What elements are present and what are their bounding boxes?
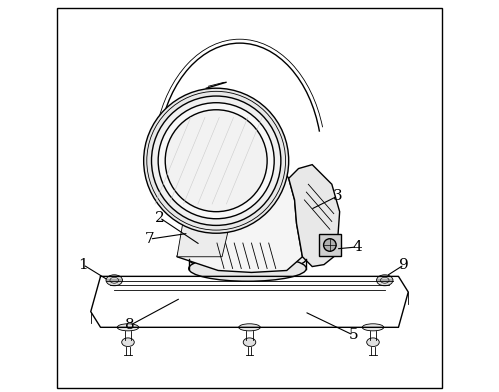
Text: 4: 4 xyxy=(352,240,362,254)
Text: 8: 8 xyxy=(125,318,135,332)
Ellipse shape xyxy=(362,324,384,331)
Text: 3: 3 xyxy=(333,189,342,203)
Polygon shape xyxy=(177,172,230,257)
Text: 2: 2 xyxy=(155,211,164,225)
Circle shape xyxy=(165,110,267,212)
Bar xyxy=(220,184,250,210)
Text: 5: 5 xyxy=(349,328,358,342)
Ellipse shape xyxy=(117,324,139,331)
Ellipse shape xyxy=(122,338,134,347)
Polygon shape xyxy=(289,165,340,267)
Ellipse shape xyxy=(377,275,393,286)
Ellipse shape xyxy=(106,275,122,286)
Circle shape xyxy=(152,96,281,225)
Text: 7: 7 xyxy=(145,232,154,246)
Ellipse shape xyxy=(367,338,379,347)
Ellipse shape xyxy=(243,338,256,347)
Circle shape xyxy=(158,103,274,219)
Bar xyxy=(319,234,341,256)
Ellipse shape xyxy=(239,324,260,331)
Text: 1: 1 xyxy=(78,258,88,272)
Ellipse shape xyxy=(189,246,306,271)
Polygon shape xyxy=(177,141,302,272)
Ellipse shape xyxy=(209,247,287,265)
Circle shape xyxy=(323,239,336,251)
Ellipse shape xyxy=(189,256,306,281)
Circle shape xyxy=(144,88,289,233)
Text: 9: 9 xyxy=(400,258,409,272)
